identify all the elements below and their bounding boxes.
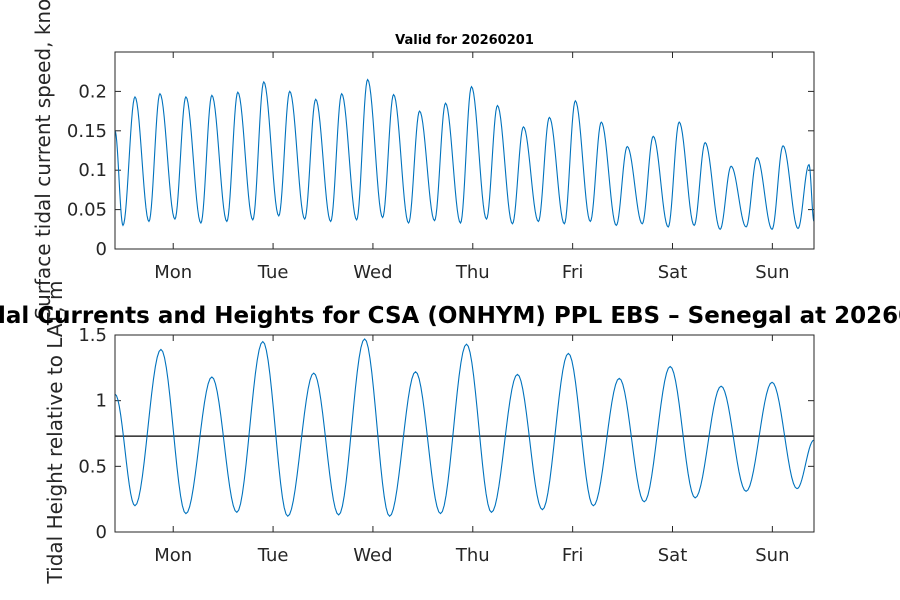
height-ytick-label: 0 [96,522,107,543]
height-xtick-label: Mon [154,545,192,566]
speed-ytick-label: 0.2 [78,81,107,102]
speed-axes-box [114,51,815,250]
speed-ylabel: Surface tidal current speed, knots [31,0,55,320]
height-xtick-label: Tue [257,545,289,566]
speed-xtick-label: Tue [257,262,289,283]
speed-xtick-label: Mon [154,262,192,283]
height-ylabel: Tidal Height relative to LAT, m [43,281,67,585]
height-xtick-label: Wed [353,545,392,566]
height-series-line [114,338,815,518]
speed-xtick-label: Wed [353,262,392,283]
speed-xtick-label: Thu [455,262,490,283]
height-ytick-label: 1 [96,391,107,412]
speed-plot-area: 0 0.05 0.1 0.15 0.2 Mon Tue Wed Thu Fri Sat Sun [67,52,815,283]
height-axes-box [114,334,815,533]
speed-ytick-label: 0.1 [78,160,107,181]
height-xtick-label: Fri [562,545,583,566]
speed-ytick-label: 0 [96,239,107,260]
speed-chart-title: Valid for 20260201 [395,33,534,48]
speed-xtick-label: Sun [755,262,789,283]
height-ytick-label: 0.5 [78,456,107,477]
speed-xtick-label: Fri [562,262,583,283]
speed-ytick-label: 0.15 [67,121,107,142]
height-plot-area: 0 0.5 1 1.5 Mon Tue Wed Thu Fri Sat Sun [78,325,815,566]
speed-chart: Valid for 20260201 0 0.05 0.1 0.15 0.2 Mon Tue… [31,0,815,320]
height-xtick-label: Thu [455,545,490,566]
height-xtick-label: Sun [755,545,789,566]
height-ytick-label: 1.5 [78,325,107,346]
speed-xtick-label: Sat [658,262,688,283]
height-chart: 0 0.5 1 1.5 Mon Tue Wed Thu Fri Sat Sun Tidal Heig… [43,281,815,585]
speed-ytick-label: 0.05 [67,200,107,221]
height-xtick-label: Sat [658,545,688,566]
main-title: Tidal Currents and Heights for CSA (ONHY… [0,303,900,329]
speed-series-line [114,78,815,231]
